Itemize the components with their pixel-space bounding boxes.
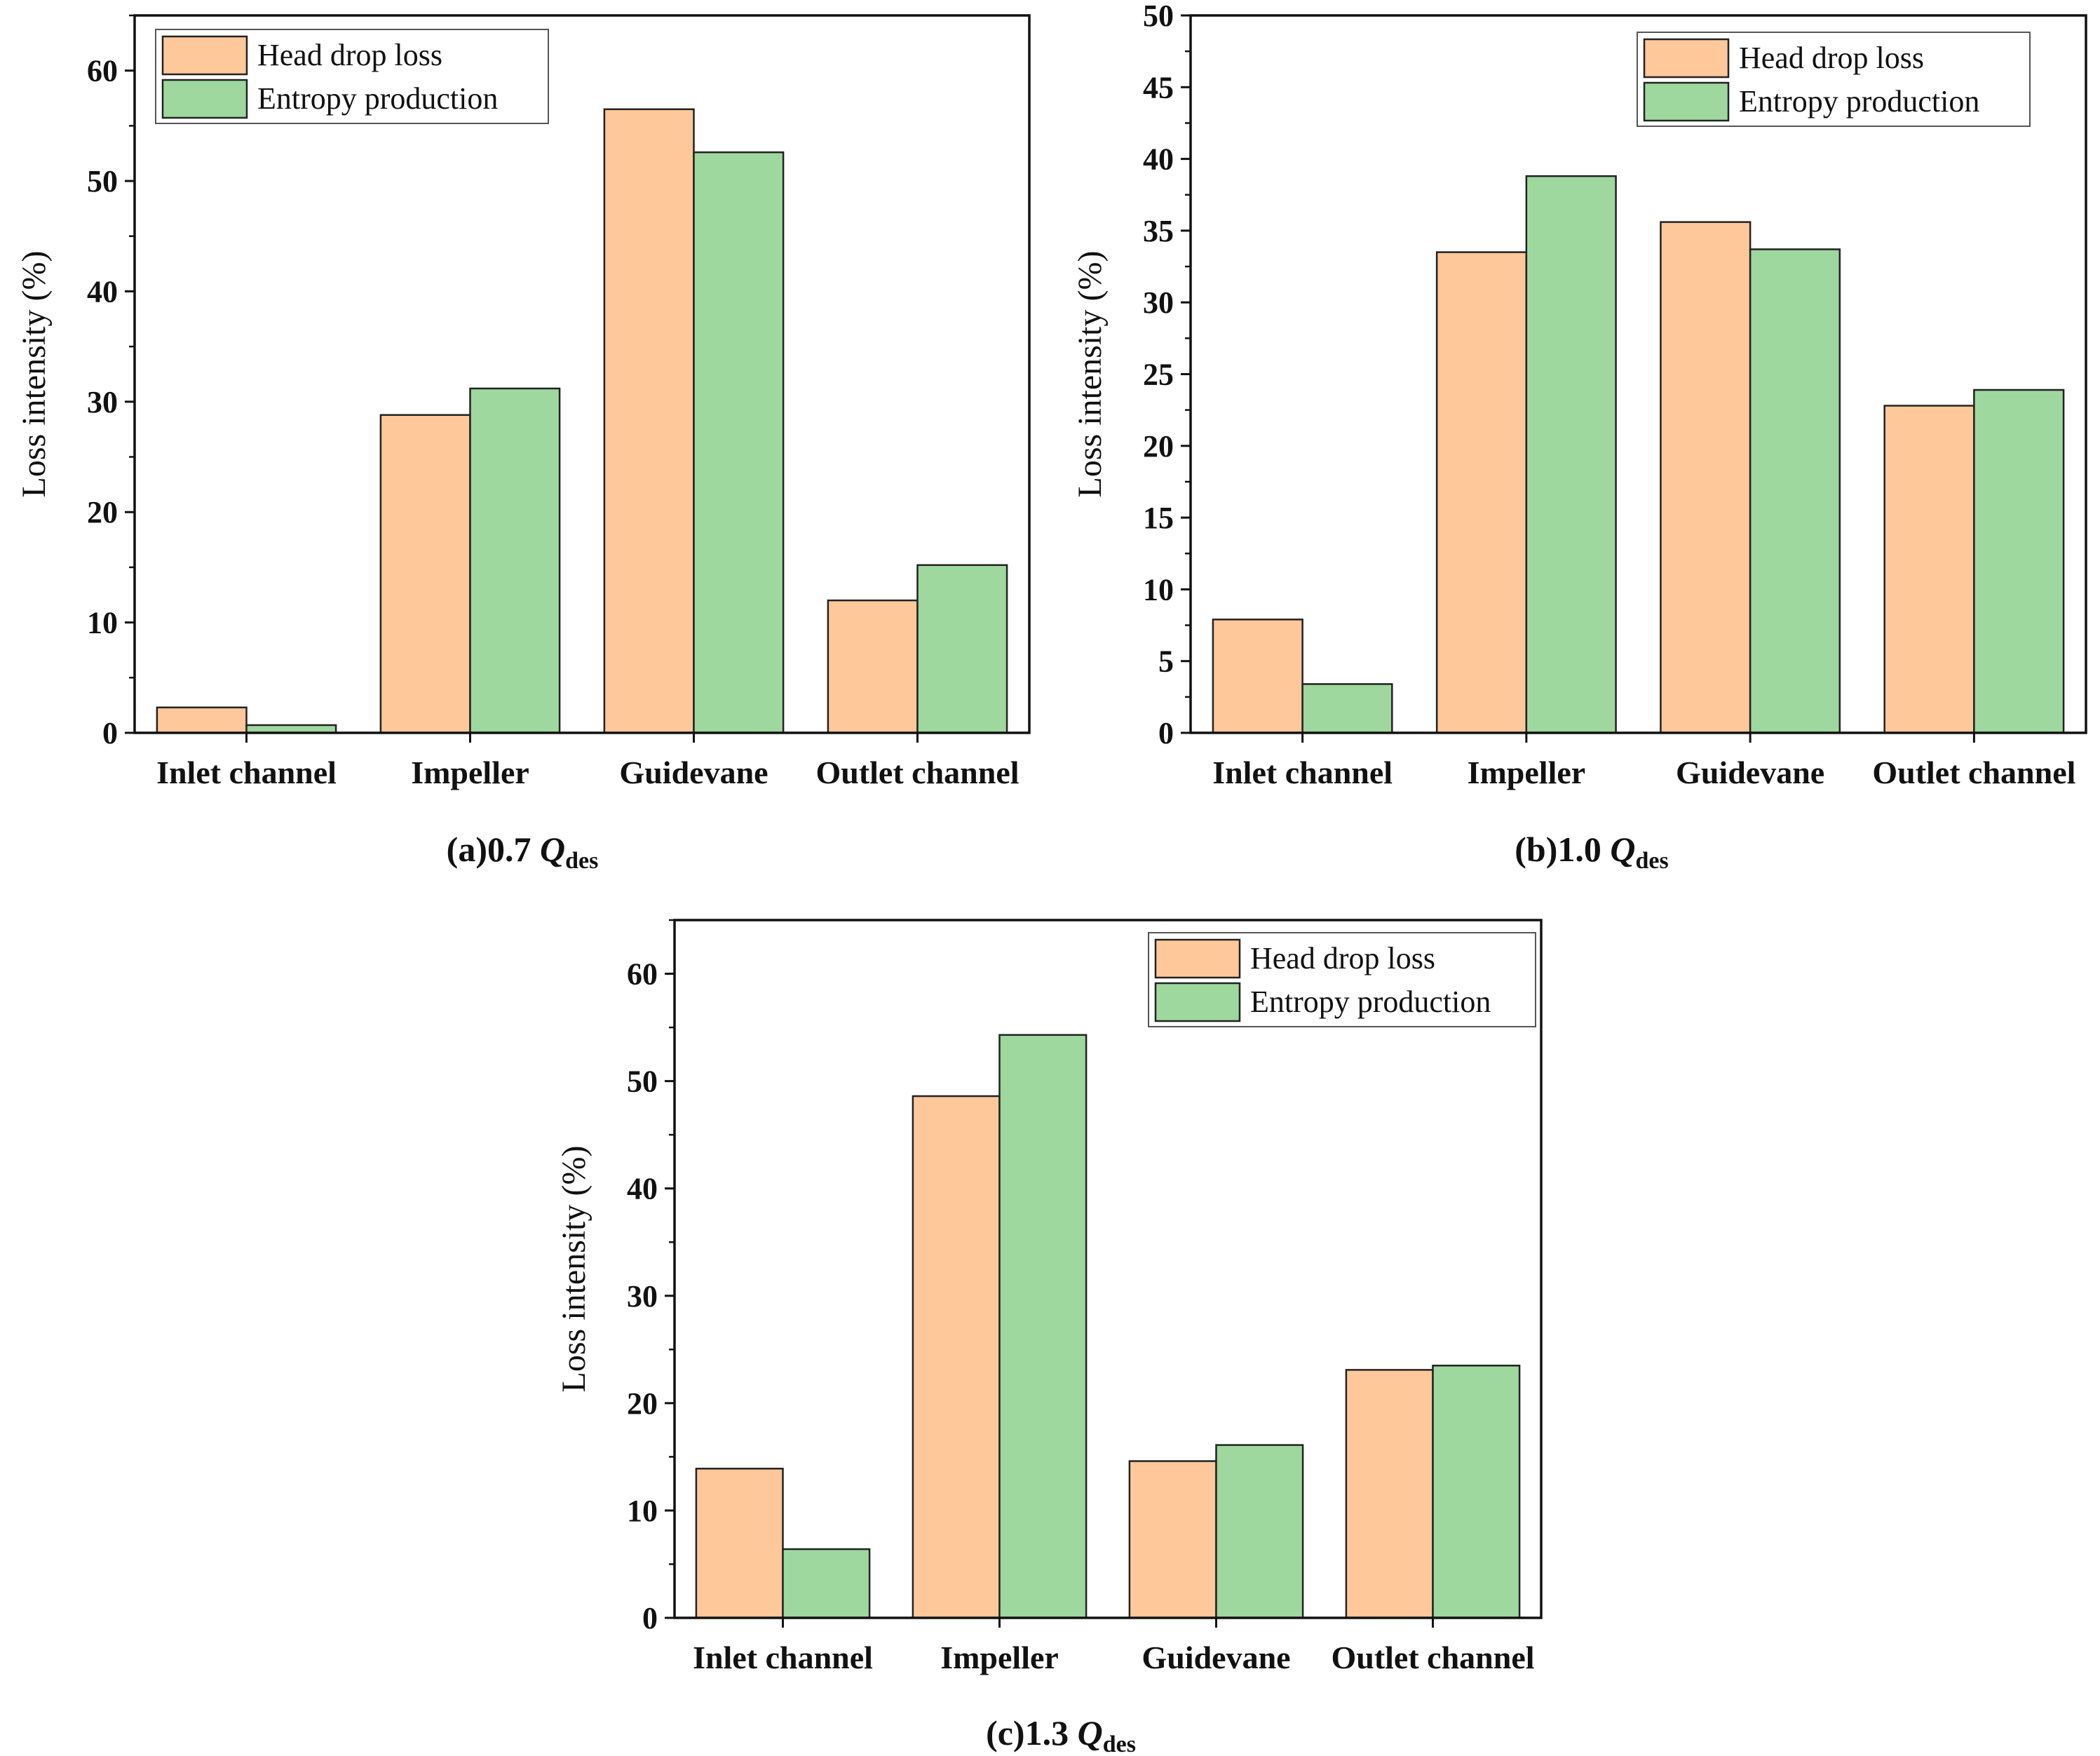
x-tick-label-outlet-channel: Outlet channel [1872, 755, 2075, 790]
x-tick-label-impeller: Impeller [940, 1640, 1059, 1675]
legend-label-head-drop-loss: Head drop loss [257, 38, 442, 72]
y-tick-label: 50 [627, 1065, 658, 1099]
panel-caption: (b)1.0 Qdes [1515, 830, 1668, 874]
bar-entropy-production-outlet-channel [916, 564, 1008, 734]
y-tick-label: 45 [1143, 70, 1174, 104]
bar-head-drop-loss-guidevane [1660, 221, 1752, 734]
caption-subscript: des [565, 848, 598, 874]
x-tick-label-impeller: Impeller [1468, 755, 1586, 790]
bar-head-drop-loss-impeller [379, 414, 471, 734]
bar-entropy-production-guidevane [693, 151, 785, 734]
caption-q: Q [540, 830, 565, 869]
bar-entropy-production-impeller [469, 387, 561, 734]
legend: Head drop loss Entropy production [1148, 932, 1536, 1027]
y-tick-label: 40 [87, 274, 118, 309]
legend-swatch-head-drop-loss [1154, 938, 1241, 979]
y-tick-label: 20 [1143, 429, 1174, 464]
bar-entropy-production-guidevane [1749, 248, 1841, 734]
y-tick-label: 20 [87, 495, 118, 529]
panel-b: 0 5 10 15 20 25 30 35 40 45 50 Inlet channel Impelle… [1071, 0, 2087, 874]
panel-caption: (c)1.3 Qdes [986, 1713, 1136, 1756]
y-tick-label: 0 [1158, 716, 1174, 750]
y-tick-label: 50 [87, 164, 118, 198]
legend-swatch-entropy-production [161, 79, 248, 119]
y-tick-label: 30 [1143, 285, 1174, 320]
x-tick-label-guidevane: Guidevane [1676, 755, 1824, 790]
y-tick-label: 60 [87, 54, 118, 88]
bar-entropy-production-inlet-channel [1301, 683, 1393, 734]
x-tick-label-outlet-channel: Outlet channel [815, 755, 1019, 790]
bar-head-drop-loss-impeller [912, 1095, 1001, 1619]
panel-a: 0 10 20 30 40 50 60 Inlet channel Impeller Guidev… [15, 14, 1031, 874]
legend-swatch-entropy-production [1154, 982, 1241, 1022]
bar-head-drop-loss-guidevane [1128, 1460, 1217, 1619]
y-tick-label: 5 [1158, 644, 1174, 679]
legend-swatch-head-drop-loss [161, 35, 248, 76]
y-tick-label: 10 [87, 606, 118, 640]
y-axis-title: Loss intensity (%) [1071, 251, 1109, 498]
y-tick-label: 50 [1143, 0, 1174, 33]
x-tick-label-impeller: Impeller [411, 755, 529, 790]
caption-q: Q [1610, 830, 1635, 869]
legend-label-head-drop-loss: Head drop loss [1739, 41, 1924, 75]
y-tick-label: 20 [627, 1386, 658, 1421]
caption-subscript: des [1635, 848, 1668, 874]
bar-head-drop-loss-inlet-channel [695, 1467, 784, 1619]
x-tick-label-outlet-channel: Outlet channel [1331, 1640, 1534, 1675]
caption-q: Q [1078, 1713, 1103, 1752]
legend: Head drop loss Entropy production [155, 29, 549, 124]
y-tick-label: 60 [627, 957, 658, 992]
bar-head-drop-loss-outlet-channel [827, 599, 919, 734]
legend-swatch-head-drop-loss [1643, 38, 1730, 79]
legend-label-entropy-production: Entropy production [1250, 985, 1491, 1019]
bar-head-drop-loss-inlet-channel [156, 706, 248, 734]
bar-entropy-production-outlet-channel [1432, 1365, 1521, 1619]
legend-label-entropy-production: Entropy production [257, 81, 498, 116]
y-tick-label: 15 [1143, 501, 1174, 535]
y-axis-title: Loss intensity (%) [15, 251, 53, 498]
bar-entropy-production-outlet-channel [1973, 389, 2065, 734]
bar-entropy-production-inlet-channel [782, 1548, 871, 1619]
y-tick-label: 30 [627, 1279, 658, 1313]
y-tick-label: 0 [102, 716, 118, 750]
x-tick-label-inlet-channel: Inlet channel [1212, 755, 1393, 790]
y-tick-label: 30 [87, 385, 118, 419]
y-tick-label: 40 [1143, 142, 1174, 177]
panel-caption: (a)0.7 Qdes [447, 830, 599, 874]
plot-frame [133, 14, 1031, 734]
bar-head-drop-loss-outlet-channel [1345, 1369, 1434, 1619]
bar-entropy-production-guidevane [1215, 1444, 1304, 1619]
panel-c: 0 10 20 30 40 50 60 Inlet channel Impeller Guidev… [555, 919, 1543, 1756]
legend-label-entropy-production: Entropy production [1739, 84, 1979, 119]
legend-label-head-drop-loss: Head drop loss [1250, 941, 1435, 975]
y-tick-label: 25 [1143, 358, 1174, 392]
bar-head-drop-loss-impeller [1435, 251, 1528, 734]
x-tick-label-inlet-channel: Inlet channel [156, 755, 337, 790]
legend-swatch-entropy-production [1643, 81, 1730, 122]
y-tick-label: 35 [1143, 214, 1174, 248]
x-tick-label-guidevane: Guidevane [1142, 1640, 1290, 1675]
x-tick-label-guidevane: Guidevane [619, 755, 768, 790]
y-tick-label: 10 [627, 1494, 658, 1528]
x-tick-label-inlet-channel: Inlet channel [693, 1640, 873, 1675]
bar-entropy-production-impeller [998, 1034, 1088, 1619]
caption-prefix: (c)1.3 [986, 1713, 1078, 1752]
y-tick-label: 0 [642, 1601, 658, 1635]
caption-prefix: (a)0.7 [447, 830, 540, 869]
caption-subscript: des [1103, 1731, 1136, 1756]
y-axis-title: Loss intensity (%) [555, 1146, 592, 1393]
legend: Head drop loss Entropy production [1637, 32, 2031, 127]
bar-head-drop-loss-guidevane [603, 108, 695, 734]
bar-head-drop-loss-inlet-channel [1212, 619, 1303, 734]
y-tick-label: 10 [1143, 572, 1174, 607]
bar-entropy-production-impeller [1525, 175, 1617, 734]
caption-prefix: (b)1.0 [1515, 830, 1610, 869]
y-tick-label: 40 [627, 1172, 658, 1206]
bar-head-drop-loss-outlet-channel [1883, 405, 1975, 734]
plot-frame [673, 919, 1543, 1619]
